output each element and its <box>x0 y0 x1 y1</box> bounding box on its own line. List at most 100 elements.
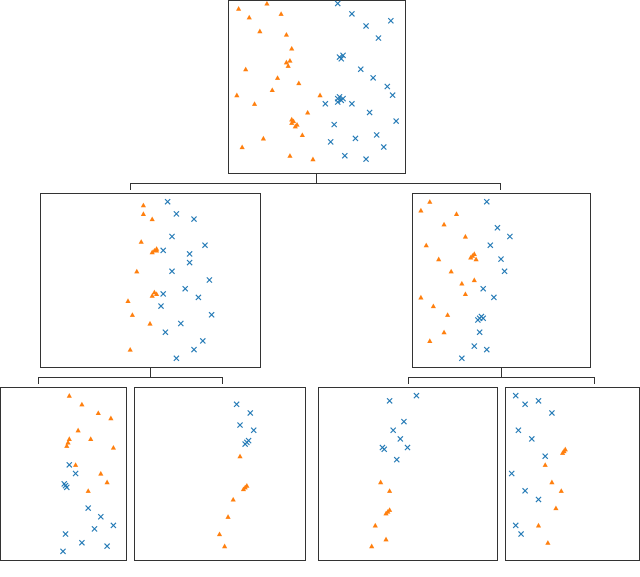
triangle-point <box>216 531 223 537</box>
triangle-point <box>289 45 295 51</box>
cross-point <box>195 294 202 301</box>
cross-point <box>373 131 380 138</box>
triangle-point <box>549 479 555 485</box>
cross-point <box>186 250 193 257</box>
tree-connectors <box>38 173 595 384</box>
triangle-point <box>427 338 433 343</box>
triangle-point <box>108 415 114 421</box>
triangle-point <box>553 505 559 511</box>
panel-frame <box>0 387 127 561</box>
cross-point <box>322 100 329 107</box>
triangle-point <box>134 268 140 274</box>
triangle-point <box>445 312 451 317</box>
cross-point <box>78 539 85 546</box>
triangle-point <box>88 436 94 441</box>
triangle-point <box>423 242 429 248</box>
triangle-point <box>560 450 566 455</box>
cross-point <box>242 441 249 448</box>
triangle-point <box>230 496 236 502</box>
cross-point <box>348 10 355 17</box>
triangle-point <box>427 199 433 204</box>
cross-point <box>352 135 359 142</box>
triangle-point <box>110 444 116 450</box>
triangle-point <box>462 291 468 296</box>
cross-point <box>506 233 513 240</box>
scatter-panel <box>505 387 640 561</box>
triangle-point <box>125 298 131 303</box>
triangle-point <box>287 57 293 63</box>
connector <box>38 367 223 384</box>
triangle-point <box>453 211 460 216</box>
cross-point <box>110 522 117 529</box>
cross-point <box>522 401 529 408</box>
triangle-point <box>260 135 266 141</box>
cross-point <box>393 456 400 463</box>
cross-point <box>386 397 393 404</box>
cross-point <box>104 543 111 550</box>
triangle-point <box>418 207 424 213</box>
cross-point <box>233 401 240 408</box>
cross-point <box>160 290 167 297</box>
triangle-point <box>127 347 133 352</box>
cross-point <box>384 83 391 90</box>
cross-point <box>480 315 487 322</box>
triangle-point <box>64 443 70 448</box>
cross-point <box>334 99 341 106</box>
scatter-panel <box>318 387 498 561</box>
scatter-panel <box>0 387 127 561</box>
cross-point <box>173 210 180 217</box>
triangle-point <box>257 28 263 34</box>
cross-point <box>548 409 555 416</box>
cross-point <box>535 397 542 404</box>
triangle-point <box>317 92 323 98</box>
cross-point <box>508 470 515 477</box>
connector <box>408 367 595 384</box>
cross-point <box>331 121 338 128</box>
cross-point <box>474 317 481 324</box>
triangle-point <box>448 268 454 274</box>
cross-point <box>370 74 377 81</box>
triangle-point <box>151 289 157 295</box>
triangle-point <box>243 66 249 72</box>
triangle-point <box>95 410 101 416</box>
cross-point <box>177 320 184 327</box>
triangle-point <box>251 101 258 106</box>
cross-point <box>250 427 257 434</box>
cross-point <box>63 484 70 491</box>
triangle-point <box>299 132 305 138</box>
cross-point <box>487 242 494 249</box>
cross-point <box>158 303 164 310</box>
triangle-point <box>562 446 568 452</box>
panel-frame <box>134 387 306 561</box>
triangle-point <box>264 0 270 6</box>
cross-point <box>483 346 490 353</box>
triangle-point <box>140 211 146 216</box>
triangle-point <box>283 59 290 65</box>
triangle-point <box>441 329 447 335</box>
triangle-point <box>545 540 551 545</box>
triangle-point <box>296 80 302 86</box>
cross-point <box>206 277 213 283</box>
panel-frame <box>40 193 261 368</box>
cross-point <box>162 329 169 336</box>
triangle-point <box>236 6 242 11</box>
triangle-point <box>75 427 81 433</box>
triangle-point <box>471 251 477 256</box>
cross-point <box>91 525 98 532</box>
triangle-point <box>387 488 393 493</box>
cross-point <box>512 522 519 529</box>
triangle-point <box>222 543 228 549</box>
cross-point <box>413 392 420 399</box>
triangle-point <box>149 249 155 255</box>
cross-point <box>338 55 345 62</box>
cross-point <box>518 531 525 538</box>
triangle-point <box>225 514 231 519</box>
cross-point <box>191 216 197 223</box>
triangle-point <box>66 393 72 398</box>
cross-point <box>341 152 348 159</box>
triangle-point <box>436 256 442 262</box>
cross-point <box>522 487 529 494</box>
panel-frame <box>228 0 406 174</box>
cross-point <box>97 513 104 520</box>
